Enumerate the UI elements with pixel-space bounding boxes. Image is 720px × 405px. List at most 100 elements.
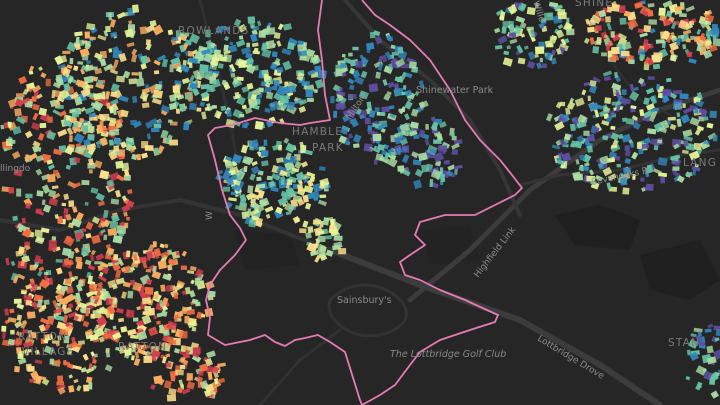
- building-footprint: [108, 48, 113, 53]
- building-footprint: [0, 124, 5, 130]
- building-footprint: [712, 23, 718, 30]
- building-footprint: [340, 67, 348, 74]
- building-footprint: [306, 97, 314, 103]
- building-footprint: [676, 37, 682, 46]
- building-footprint: [349, 84, 355, 91]
- building-footprint: [250, 94, 257, 101]
- building-footprint: [84, 64, 95, 72]
- building-footprint: [503, 50, 510, 56]
- building-footprint: [712, 35, 717, 42]
- building-footprint: [89, 254, 95, 262]
- building-footprint: [37, 270, 43, 277]
- building-footprint: [558, 12, 567, 20]
- building-footprint: [226, 201, 233, 208]
- building-footprint: [123, 197, 130, 204]
- building-footprint: [436, 133, 443, 142]
- building-footprint: [672, 90, 683, 95]
- building-footprint: [256, 176, 262, 182]
- building-footprint: [621, 133, 632, 143]
- building-footprint: [51, 185, 59, 190]
- building-footprint: [199, 380, 209, 389]
- label-golf-club: The Lottbridge Golf Club: [390, 349, 506, 360]
- building-footprint: [192, 49, 199, 55]
- building-footprint: [669, 49, 675, 55]
- building-footprint: [133, 343, 139, 349]
- ward-boundary: [205, 0, 523, 405]
- building-footprint: [7, 139, 16, 144]
- building-footprint: [70, 117, 78, 122]
- building-footprint: [593, 126, 600, 133]
- building-footprint: [383, 152, 390, 161]
- building-footprint: [319, 194, 327, 199]
- building-footprint: [74, 31, 83, 37]
- building-footprint: [112, 137, 123, 147]
- building-footprint: [644, 166, 653, 175]
- building-footprint: [265, 213, 271, 219]
- building-footprint: [429, 179, 434, 188]
- building-footprint: [268, 100, 280, 112]
- building-footprint: [48, 277, 53, 285]
- building-footprint: [243, 121, 250, 129]
- building-footprint: [179, 44, 186, 53]
- building-footprint: [68, 271, 73, 279]
- building-footprint: [596, 36, 602, 46]
- building-footprint: [329, 227, 340, 237]
- building-footprint: [181, 387, 191, 395]
- building-footprint: [276, 66, 284, 74]
- building-footprint: [82, 353, 89, 361]
- building-footprint: [294, 96, 299, 102]
- building-footprint: [90, 313, 95, 319]
- building-footprint: [100, 228, 106, 234]
- building-footprint: [18, 350, 24, 357]
- building-footprint: [558, 138, 566, 147]
- building-footprint: [694, 107, 699, 114]
- building-footprint: [555, 29, 565, 39]
- building-footprint: [572, 171, 581, 179]
- building-footprint: [107, 304, 116, 315]
- building-footprint: [551, 49, 557, 56]
- building-footprint: [81, 40, 87, 44]
- building-footprint: [614, 72, 619, 78]
- building-footprint: [607, 50, 612, 58]
- building-footprint: [156, 320, 161, 325]
- building-footprint: [594, 103, 604, 110]
- building-footprint: [700, 109, 708, 119]
- building-footprint: [160, 110, 168, 116]
- building-footprint: [385, 34, 391, 40]
- building-footprint: [86, 23, 96, 31]
- building-footprint: [140, 63, 147, 70]
- building-footprint: [77, 61, 84, 65]
- building-footprint: [25, 363, 33, 371]
- building-footprint: [453, 164, 463, 170]
- building-footprint: [57, 63, 66, 70]
- building-footprint: [286, 179, 293, 186]
- building-footprint: [167, 258, 177, 266]
- building-footprint: [165, 353, 171, 358]
- building-footprint: [360, 70, 368, 79]
- building-footprint: [631, 151, 639, 160]
- building-footprint: [97, 34, 107, 41]
- building-footprint: [168, 119, 173, 123]
- building-footprint: [52, 299, 59, 309]
- building-footprint: [146, 278, 153, 285]
- building-footprint: [688, 150, 700, 161]
- building-footprint: [390, 57, 399, 66]
- building-footprint: [135, 77, 145, 87]
- building-footprint: [526, 60, 536, 70]
- building-footprint: [180, 265, 187, 270]
- building-footprint: [85, 221, 94, 231]
- building-footprint: [417, 152, 428, 162]
- building-footprint: [56, 359, 61, 364]
- building-footprint: [547, 13, 552, 17]
- building-footprint: [523, 45, 529, 50]
- building-footprint: [120, 141, 127, 149]
- building-footprint: [402, 154, 410, 164]
- building-footprint: [539, 57, 543, 63]
- building-footprint: [609, 55, 620, 63]
- building-footprint: [83, 75, 94, 84]
- building-footprint: [517, 4, 526, 12]
- building-footprint: [250, 201, 261, 210]
